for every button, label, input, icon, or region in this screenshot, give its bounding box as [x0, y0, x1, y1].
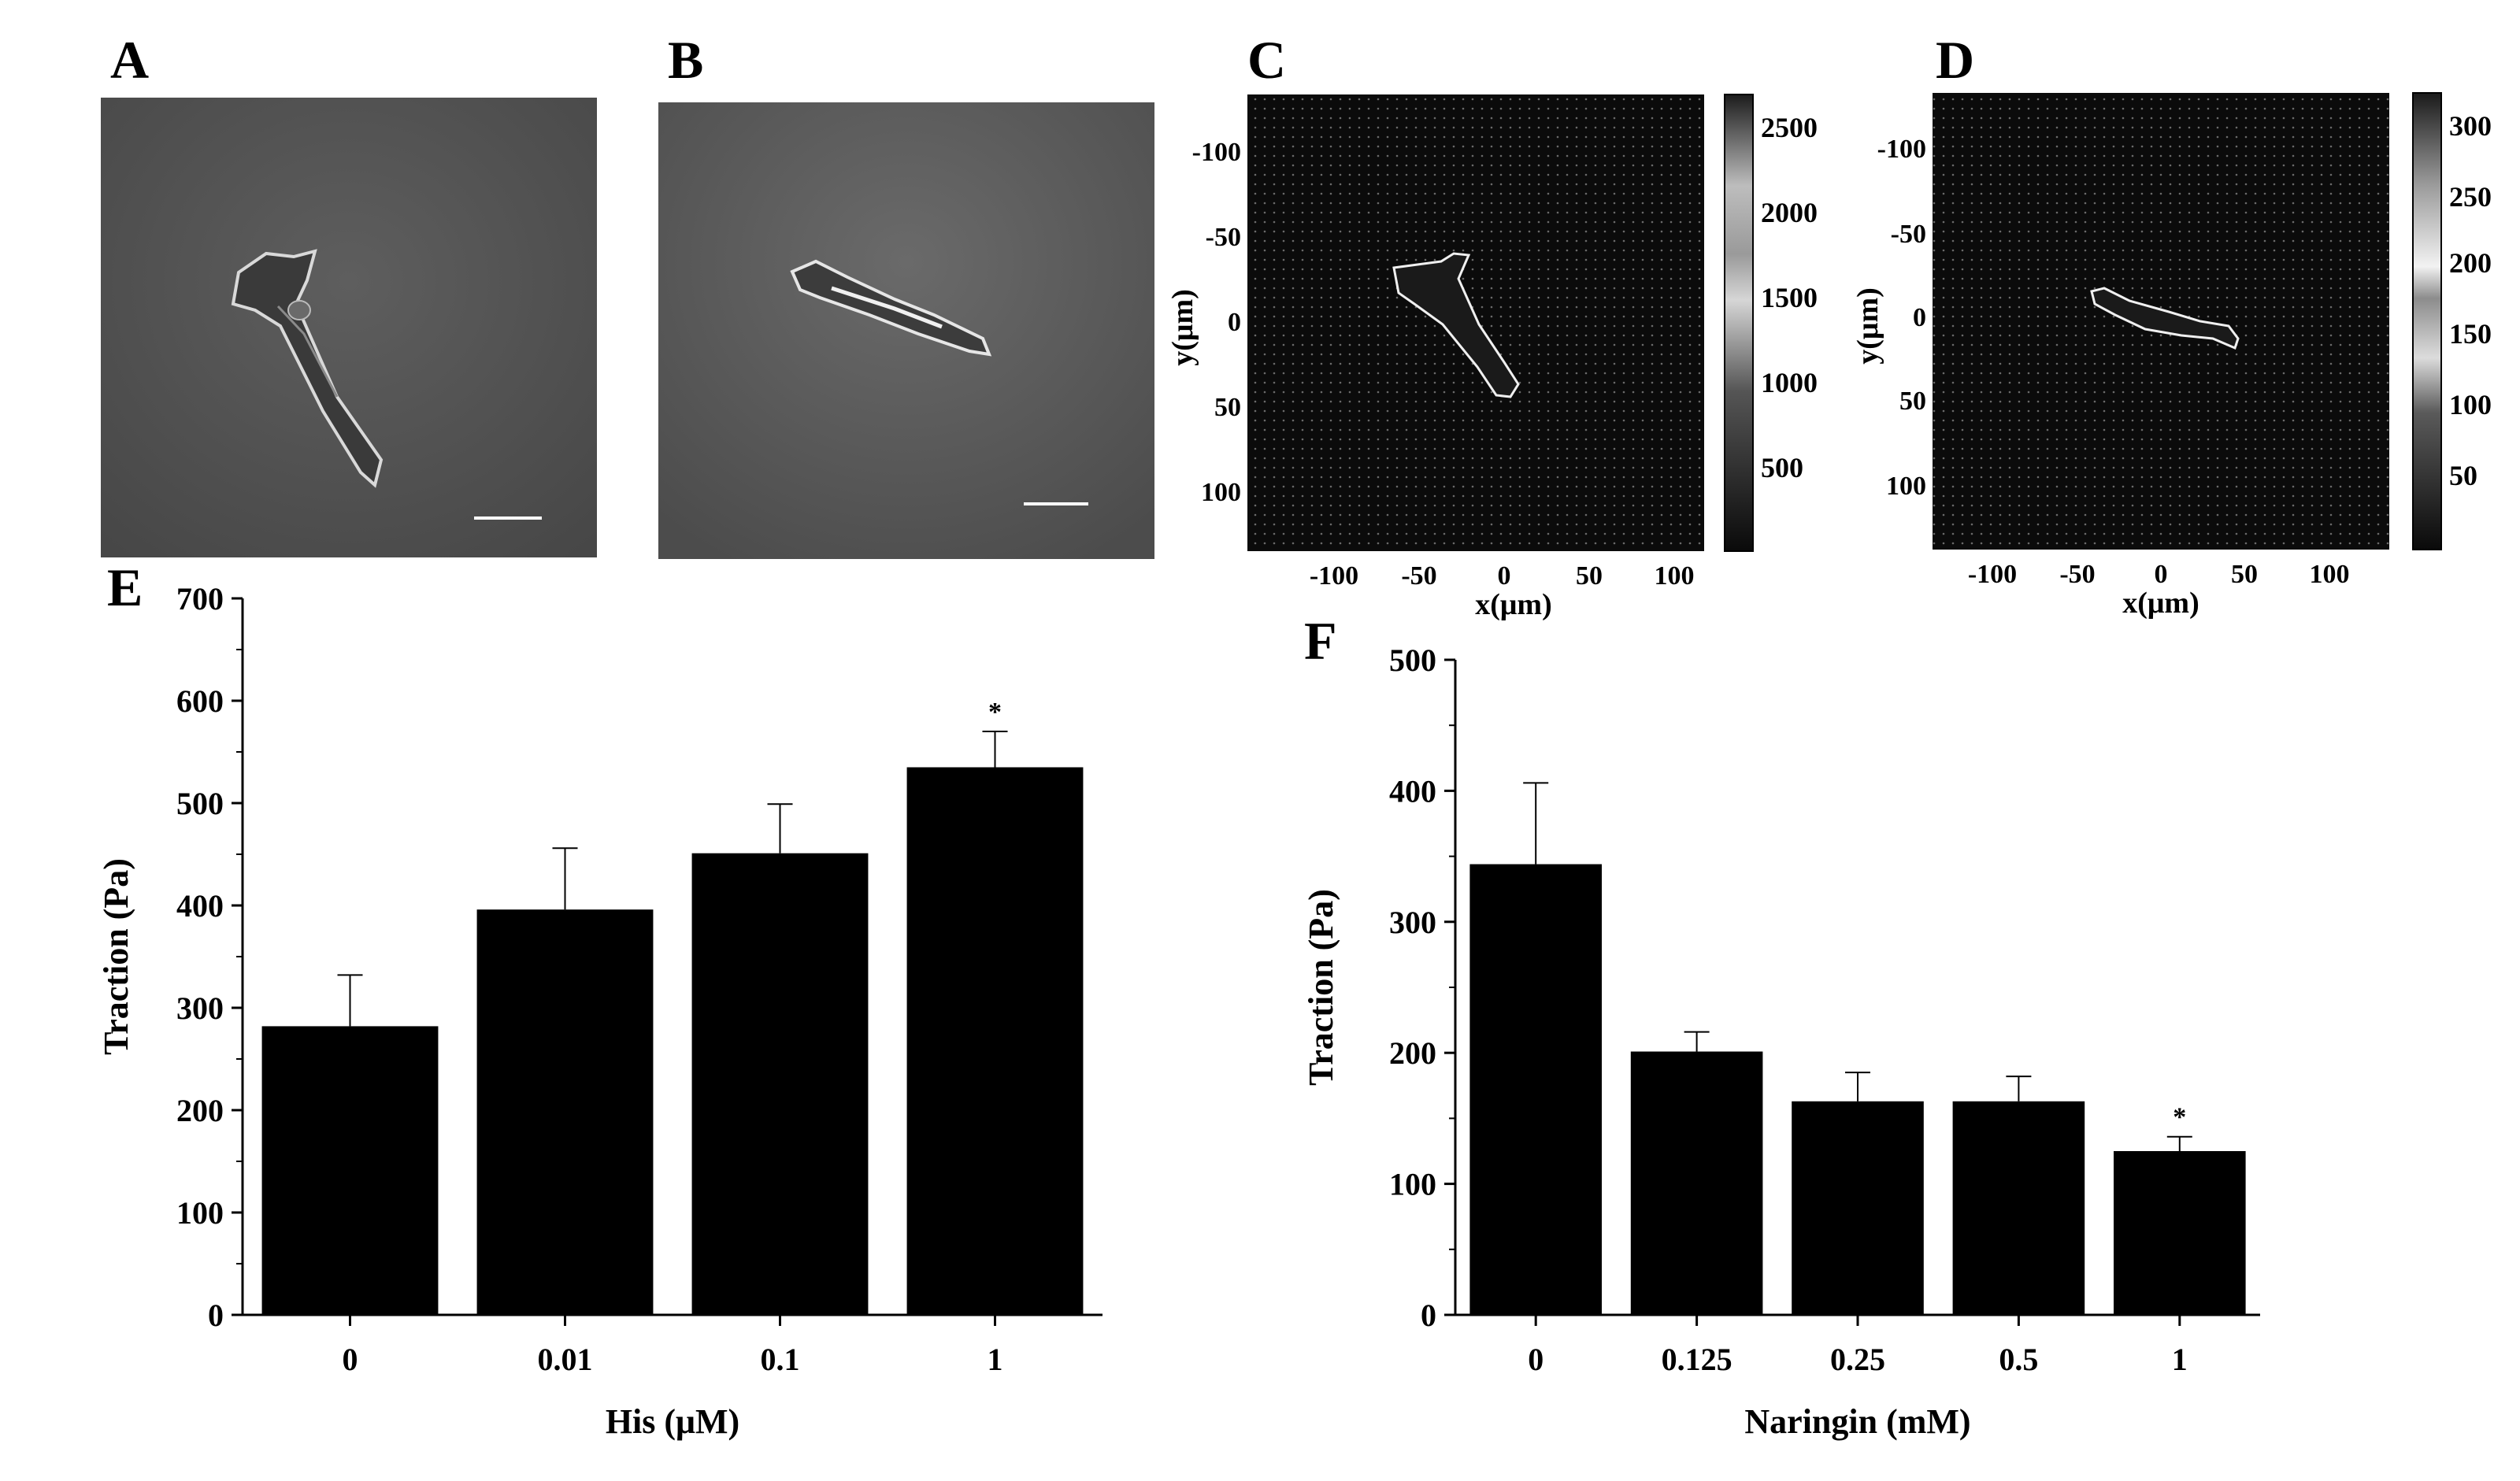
panel-letter-e: E	[107, 557, 143, 617]
panel-letter-f: F	[1304, 611, 1337, 671]
x-axis-label: His (μM)	[606, 1402, 739, 1441]
colorbar-tick-d: 150	[2449, 318, 2492, 350]
traction-map-c: 2500 2000 1500 1000 500 -100 -50 0 50 10…	[1166, 94, 1818, 621]
x-tick-d: 0	[2155, 560, 2168, 589]
x-tick-c: 100	[1655, 561, 1695, 591]
y-axis-label: Traction (Pa)	[1302, 889, 1340, 1086]
x-tick-c: 50	[1576, 561, 1603, 591]
panel-letter-a: A	[110, 30, 150, 90]
x-tick-label: 1	[2172, 1342, 2188, 1377]
colorbar-tick-c: 1500	[1761, 282, 1818, 313]
x-tick-d: -100	[1968, 560, 2017, 589]
bar-chart-e: 0 100 200 300 400 500 600 700 0 0.01 0.1 * 1 His (μM)…	[97, 581, 1102, 1441]
micrograph-b	[658, 102, 1154, 559]
y-tick-d: 0	[1913, 303, 1926, 332]
y-axis-label-d: y(μm)	[1854, 287, 1884, 365]
x-tick-d: 50	[2231, 560, 2258, 589]
x-axis-label-d: x(μm)	[2122, 587, 2199, 620]
colorbar-tick-c: 500	[1761, 452, 1803, 483]
y-tick-label: 400	[1389, 773, 1436, 809]
bar	[2113, 1151, 2246, 1315]
cell-a	[231, 249, 384, 488]
panel-letter-c: C	[1247, 30, 1287, 90]
x-axis-label: Naringin (mM)	[1744, 1402, 1970, 1441]
x-axis-label-c: x(μm)	[1475, 588, 1552, 621]
x-tick-label: 0.25	[1830, 1342, 1885, 1377]
x-tick-label: 0.1	[761, 1342, 800, 1377]
colorbar-tick-c: 2500	[1761, 112, 1818, 143]
x-tick-c: -50	[1401, 561, 1436, 591]
y-tick-label: 0	[1421, 1298, 1436, 1333]
bar	[1469, 864, 1603, 1315]
y-tick-label: 300	[1389, 905, 1436, 940]
bar	[261, 1026, 439, 1315]
y-tick-label: 700	[176, 581, 224, 616]
y-tick-d: 100	[1886, 472, 1926, 501]
y-tick-label: 0	[208, 1298, 224, 1333]
bar	[476, 909, 654, 1315]
colorbar-tick-d: 250	[2449, 181, 2492, 213]
colorbar-tick-d: 100	[2449, 389, 2492, 420]
x-tick-c: -100	[1310, 561, 1358, 591]
colorbar-tick-c: 1000	[1761, 367, 1818, 398]
panel-letter-d: D	[1936, 30, 1975, 90]
y-tick-c: 0	[1228, 308, 1241, 337]
y-tick-label: 500	[176, 786, 224, 821]
bar	[1792, 1101, 1924, 1315]
y-tick-d: -50	[1891, 220, 1926, 249]
y-tick-c: -50	[1206, 223, 1241, 252]
y-tick-label: 200	[176, 1093, 224, 1128]
bar-chart-f: 0 100 200 300 400 500 0 0.125 0.25 0.5 * 1 Naringin …	[1302, 642, 2260, 1441]
cell-outline-c	[1392, 252, 1520, 398]
y-tick-d: 50	[1899, 387, 1926, 416]
bar	[906, 767, 1084, 1315]
bar	[1952, 1101, 2085, 1315]
x-tick-label: 0	[343, 1342, 358, 1377]
y-axis-label-c: y(μm)	[1166, 289, 1199, 366]
colorbar-tick-c: 2000	[1761, 197, 1818, 228]
bar	[1630, 1051, 1763, 1315]
bar	[691, 853, 869, 1315]
colorbar-c	[1724, 94, 1754, 552]
significance-marker: *	[988, 698, 1002, 727]
x-tick-label: 0.5	[1999, 1342, 2038, 1377]
x-tick-d: -50	[2059, 560, 2095, 589]
y-tick-c: 100	[1201, 478, 1241, 507]
y-tick-label: 500	[1389, 642, 1436, 678]
y-tick-d: -100	[1877, 135, 1926, 164]
x-tick-label: 1	[988, 1342, 1003, 1377]
significance-marker: *	[2173, 1103, 2186, 1132]
panel-letter-b: B	[668, 30, 704, 90]
y-tick-label: 600	[176, 683, 224, 719]
colorbar-tick-d: 300	[2449, 110, 2492, 142]
y-tick-label: 200	[1389, 1035, 1436, 1071]
cell-outline-d	[2090, 287, 2240, 350]
micrograph-a	[101, 98, 597, 557]
y-axis-label: Traction (Pa)	[97, 858, 135, 1055]
y-tick-label: 100	[1389, 1167, 1436, 1202]
traction-map-d: 300 250 200 150 100 50 -100 -50 0 50 100…	[1854, 92, 2492, 620]
x-tick-d: 100	[2310, 560, 2350, 589]
y-tick-label: 400	[176, 888, 224, 924]
y-tick-label: 300	[176, 990, 224, 1026]
x-tick-label: 0	[1528, 1342, 1544, 1377]
y-tick-c: 50	[1214, 393, 1241, 422]
x-tick-label: 0.125	[1662, 1342, 1732, 1377]
y-tick-c: -100	[1192, 138, 1241, 167]
colorbar-d	[2412, 92, 2442, 550]
colorbar-tick-d: 50	[2449, 460, 2477, 491]
y-tick-label: 100	[176, 1195, 224, 1231]
x-tick-c: 0	[1498, 561, 1511, 591]
colorbar-tick-d: 200	[2449, 247, 2492, 279]
x-tick-label: 0.01	[538, 1342, 593, 1377]
